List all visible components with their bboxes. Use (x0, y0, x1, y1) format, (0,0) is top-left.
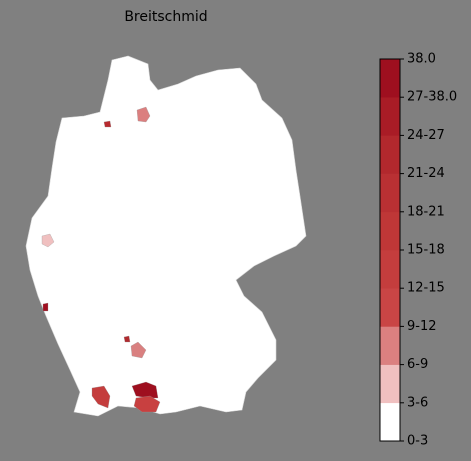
colorbar-label: 21-24 (407, 166, 445, 181)
region (103, 120, 112, 128)
colorbar-segment (380, 402, 400, 442)
colorbar-label: 9-12 (407, 319, 437, 334)
colorbar: 0-3 3-6 6-9 9-12 12-15 15-18 18-21 21-24 24-27 27… (379, 52, 457, 449)
colorbar-label: 3-6 (407, 395, 428, 410)
country-outline (25, 55, 307, 417)
colorbar-label: 27-38.0 (407, 90, 457, 105)
map-title: Breitschmid (124, 9, 207, 25)
colorbar-segment (380, 326, 400, 365)
colorbar-segment (380, 59, 400, 98)
colorbar-label: 0-3 (407, 434, 428, 449)
colorbar-label: 15-18 (407, 243, 445, 258)
colorbar-segment (380, 250, 400, 289)
region (133, 395, 161, 413)
colorbar-label: 24-27 (407, 128, 445, 143)
colorbar-label: 38.0 (407, 52, 436, 67)
colorbar-label: 12-15 (407, 281, 445, 296)
colorbar-segment (380, 97, 400, 136)
colorbar-label: 18-21 (407, 204, 445, 219)
colorbar-segment (380, 211, 400, 251)
region (136, 106, 151, 123)
region (130, 341, 147, 359)
region (91, 385, 111, 409)
region (123, 335, 131, 343)
region (42, 302, 49, 312)
colorbar-segment (380, 364, 400, 404)
colorbar-segment (380, 135, 400, 174)
highlighted-regions (41, 106, 161, 413)
colorbar-label: 6-9 (407, 357, 428, 372)
region (41, 233, 55, 248)
colorbar-segment (380, 288, 400, 327)
colorbar-segment (380, 173, 400, 213)
region (131, 381, 159, 399)
